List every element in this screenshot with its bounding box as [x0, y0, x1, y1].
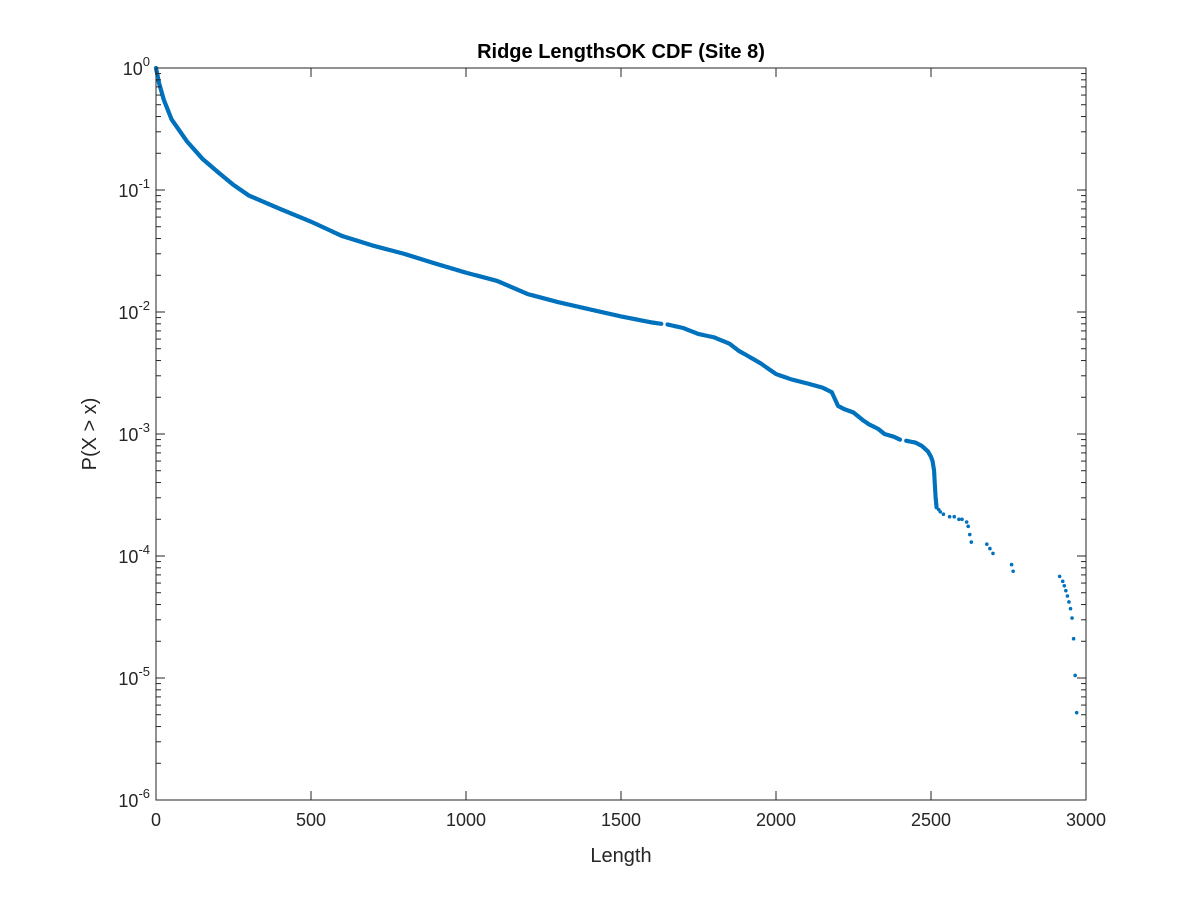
x-tick-label: 2000	[756, 810, 796, 830]
chart-title: Ridge LengthsOK CDF (Site 8)	[477, 41, 765, 63]
y-tick-label: 10-5	[118, 664, 150, 689]
y-tick-label: 10-4	[118, 542, 150, 567]
data-point	[991, 551, 995, 556]
data-point	[941, 512, 946, 517]
data-point	[964, 520, 969, 524]
data-point	[969, 540, 974, 544]
data-point	[1070, 616, 1074, 620]
data-point	[947, 514, 952, 519]
data-point	[1073, 673, 1077, 678]
data-point	[1060, 579, 1065, 584]
y-tick-label: 10-3	[118, 420, 150, 445]
data-point	[1071, 636, 1076, 641]
data-point	[1067, 600, 1071, 604]
x-tick-label: 2500	[911, 810, 951, 830]
data-point	[1011, 569, 1015, 574]
data-point	[1009, 562, 1014, 567]
y-axis-label: P(X > x)	[79, 398, 101, 471]
y-tick-label: 100	[123, 54, 150, 79]
data-point	[952, 514, 957, 519]
data-point	[985, 542, 989, 546]
data-point	[966, 524, 970, 529]
data-point	[1062, 583, 1067, 588]
data-point	[967, 532, 972, 537]
x-tick-label: 1500	[601, 810, 641, 830]
y-tick-label: 10-1	[118, 176, 150, 201]
data-layer	[153, 65, 1079, 715]
data-point	[1065, 594, 1070, 598]
data-point	[938, 510, 943, 514]
x-tick-label: 3000	[1066, 810, 1106, 830]
tick-layer: 0 500 1000 1500 2000 2500 3000 100 10-1 10-2 10-3 1…	[118, 54, 1106, 830]
data-point	[1064, 588, 1068, 593]
x-tick-label: 0	[151, 810, 161, 830]
data-point	[1068, 606, 1073, 611]
x-tick-label: 1000	[446, 810, 486, 830]
data-point	[988, 546, 992, 551]
data-point	[1074, 710, 1079, 715]
x-axis-label: Length	[590, 845, 651, 867]
data-point	[659, 321, 664, 326]
data-point	[1057, 574, 1062, 579]
plot-area	[155, 67, 1087, 801]
y-tick-label: 10-2	[118, 298, 150, 323]
data-point	[960, 517, 964, 522]
data-point	[957, 517, 961, 522]
x-tick-label: 500	[296, 810, 326, 830]
data-point	[897, 437, 903, 442]
y-tick-label: 10-6	[118, 786, 150, 811]
